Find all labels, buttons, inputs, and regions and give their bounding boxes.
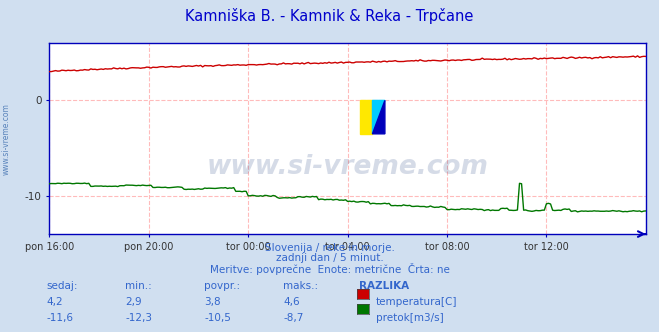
Text: maks.:: maks.: <box>283 281 318 290</box>
Bar <box>360 100 372 134</box>
Text: -12,3: -12,3 <box>125 313 152 323</box>
Text: 2,9: 2,9 <box>125 297 142 307</box>
Text: temperatura[C]: temperatura[C] <box>376 297 457 307</box>
Text: pretok[m3/s]: pretok[m3/s] <box>376 313 444 323</box>
Text: sedaj:: sedaj: <box>46 281 78 290</box>
Text: www.si-vreme.com: www.si-vreme.com <box>2 104 11 175</box>
Text: RAZLIKA: RAZLIKA <box>359 281 409 290</box>
Polygon shape <box>372 100 385 134</box>
Polygon shape <box>372 100 385 134</box>
Text: Slovenija / reke in morje.: Slovenija / reke in morje. <box>264 243 395 253</box>
Text: -8,7: -8,7 <box>283 313 304 323</box>
Text: min.:: min.: <box>125 281 152 290</box>
Text: www.si-vreme.com: www.si-vreme.com <box>207 154 488 180</box>
Text: -11,6: -11,6 <box>46 313 73 323</box>
Text: zadnji dan / 5 minut.: zadnji dan / 5 minut. <box>275 253 384 263</box>
Text: -10,5: -10,5 <box>204 313 231 323</box>
Text: 4,2: 4,2 <box>46 297 63 307</box>
Text: Meritve: povprečne  Enote: metrične  Črta: ne: Meritve: povprečne Enote: metrične Črta:… <box>210 263 449 275</box>
Text: 4,6: 4,6 <box>283 297 300 307</box>
Text: povpr.:: povpr.: <box>204 281 241 290</box>
Text: 3,8: 3,8 <box>204 297 221 307</box>
Text: Kamniška B. - Kamnik & Reka - Trpčane: Kamniška B. - Kamnik & Reka - Trpčane <box>185 8 474 24</box>
